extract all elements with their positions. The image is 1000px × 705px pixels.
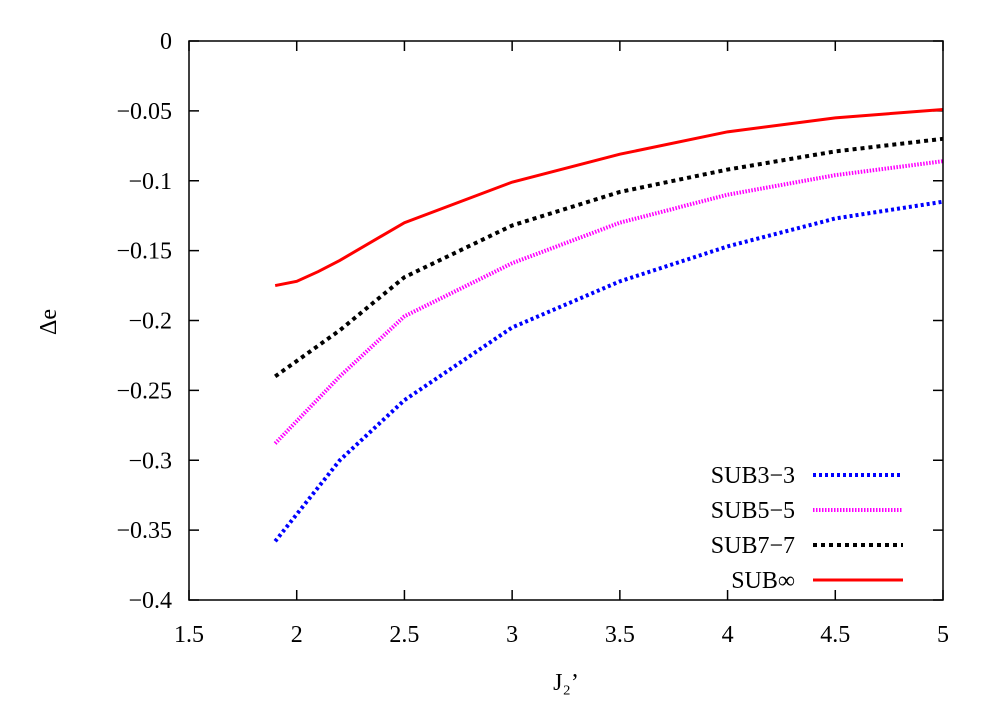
x-tick-label: 4 bbox=[722, 622, 734, 648]
y-tick-label: −0.3 bbox=[128, 448, 172, 474]
series-lines bbox=[273, 107, 944, 543]
y-axis-label: Δe bbox=[36, 309, 62, 335]
x-tick-label: 3.5 bbox=[605, 622, 635, 648]
y-tick-label: −0.4 bbox=[128, 588, 172, 614]
series-line-2 bbox=[274, 136, 944, 379]
plot-frame bbox=[188, 40, 944, 601]
legend-label: SUB3−3 bbox=[711, 463, 795, 489]
legend-label: SUB∞ bbox=[731, 568, 795, 594]
x-axis-label: J₂’ bbox=[553, 670, 579, 696]
y-tick-label: −0.2 bbox=[128, 309, 172, 335]
x-tick-label: 4.5 bbox=[820, 622, 850, 648]
x-tick-label: 1.5 bbox=[174, 622, 204, 648]
series-line-3 bbox=[274, 107, 944, 288]
x-tick-label: 2 bbox=[291, 622, 303, 648]
y-tick-label: 0 bbox=[160, 29, 172, 55]
legend: SUB3−3 SUB5−5 SUB7−7 SUB∞ bbox=[711, 463, 903, 594]
y-tick-label: −0.35 bbox=[116, 518, 172, 544]
y-tick-label: −0.15 bbox=[116, 239, 172, 265]
series-line-0 bbox=[273, 199, 944, 543]
legend-label: SUB5−5 bbox=[711, 498, 795, 524]
x-tick-label: 3 bbox=[506, 622, 518, 648]
axis-ticks: 1.5 2 2.5 3 3.5 4 4.5 5 0 −0.05 −0.1 −0.15 −0.2 −0.25… bbox=[116, 29, 949, 648]
y-tick-label: −0.25 bbox=[116, 378, 172, 404]
y-tick-label: −0.05 bbox=[116, 99, 172, 125]
x-tick-label: 2.5 bbox=[389, 622, 419, 648]
legend-label: SUB7−7 bbox=[711, 533, 795, 559]
series-line-1 bbox=[273, 159, 944, 445]
x-tick-label: 5 bbox=[937, 622, 949, 648]
y-tick-label: −0.1 bbox=[128, 169, 172, 195]
